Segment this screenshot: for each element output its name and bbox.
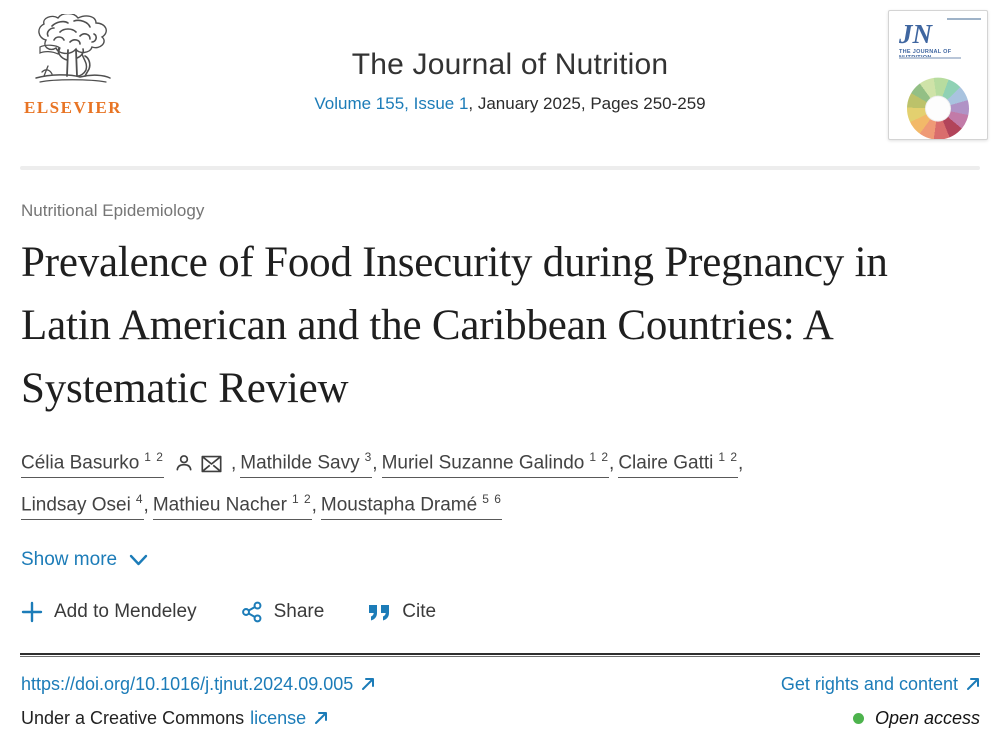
doi-rights-row: https://doi.org/10.1016/j.tjnut.2024.09.… (0, 674, 1000, 695)
get-rights-text: Get rights and content (780, 673, 958, 694)
envelope-icon[interactable] (201, 455, 222, 473)
cite-button[interactable]: Cite (368, 601, 436, 623)
first-author-contact-icons[interactable] (174, 449, 229, 487)
share-label: Share (273, 600, 325, 622)
plus-icon (21, 601, 43, 622)
author-link[interactable]: Lindsay Osei 4 (21, 492, 144, 521)
person-icon[interactable] (174, 453, 194, 473)
author-link[interactable]: Muriel Suzanne Galindo 1 2 (381, 450, 610, 479)
cover-issue-microtext (947, 18, 981, 20)
chevron-down-icon (129, 554, 148, 565)
header-divider (20, 166, 980, 170)
cover-tagline-microtext (899, 57, 961, 59)
elsevier-wordmark: ELSEVIER (24, 98, 122, 117)
journal-title[interactable]: The Journal of Nutrition (351, 48, 669, 81)
cite-label: Cite (402, 600, 437, 622)
author-link[interactable]: Célia Basurko 1 2 (21, 450, 164, 479)
author-separator: , (738, 452, 744, 474)
share-button[interactable]: Share (241, 600, 325, 623)
issue-line: Volume 155, Issue 1, January 2025, Pages… (132, 94, 888, 114)
license-line: Under a Creative Commons license (21, 708, 328, 729)
article-header: Nutritional Epidemiology Prevalence of F… (0, 170, 1000, 623)
doi-text: https://doi.org/10.1016/j.tjnut.2024.09.… (21, 673, 354, 694)
license-link[interactable]: license (250, 708, 328, 729)
issue-details: , January 2025, Pages 250-259 (468, 94, 706, 113)
show-more-label: Show more (21, 548, 118, 570)
journal-cover-thumbnail[interactable]: JN THE JOURNAL OF NUTRITION (888, 10, 988, 140)
author-link[interactable]: Mathilde Savy 3 (240, 450, 373, 479)
add-to-mendeley-button[interactable]: Add to Mendeley (21, 601, 197, 623)
share-icon (241, 601, 262, 622)
section-label: Nutritional Epidemiology (21, 201, 205, 220)
journal-heading: The Journal of Nutrition Volume 155, Iss… (132, 10, 888, 114)
show-more-button[interactable]: Show more (21, 549, 148, 571)
author-list: Célia Basurko 1 2, Mathilde Savy 3, Muriel S… (21, 445, 866, 525)
author-link[interactable]: Mathieu Nacher 1 2 (152, 492, 312, 521)
external-link-icon (315, 712, 328, 725)
elsevier-logo[interactable]: ELSEVIER (14, 14, 132, 118)
open-access-badge: Open access (852, 707, 980, 729)
external-link-icon (362, 678, 375, 691)
cover-jn-initials: JN (899, 19, 932, 49)
journal-banner: ELSEVIER The Journal of Nutrition Volume… (0, 0, 1000, 166)
author-separator: , (143, 494, 149, 516)
elsevier-tree-icon (35, 14, 111, 83)
volume-issue-link[interactable]: Volume 155, Issue 1 (314, 94, 469, 113)
author-link[interactable]: Moustapha Dramé 5 6 (320, 492, 502, 521)
license-access-row: Under a Creative Commons license Open ac… (0, 708, 1000, 729)
cover-journal-name: THE JOURNAL OF NUTRITION (899, 49, 952, 61)
doi-link[interactable]: https://doi.org/10.1016/j.tjnut.2024.09.… (21, 674, 375, 695)
action-toolbar: Add to Mendeley Share Cite (21, 601, 980, 623)
footer-divider (20, 652, 980, 657)
article-title: Prevalence of Food Insecurity during Pre… (21, 239, 888, 413)
external-link-icon (967, 678, 979, 691)
open-access-dot-icon (852, 712, 864, 724)
get-rights-link[interactable]: Get rights and content (781, 674, 980, 695)
author-separator: , (372, 452, 378, 474)
add-to-mendeley-label: Add to Mendeley (54, 600, 197, 622)
author-separator: , (230, 452, 237, 474)
cover-color-wheel-image (907, 77, 969, 139)
license-link-text: license (250, 707, 307, 728)
license-prefix: Under a Creative Commons (21, 707, 245, 728)
open-access-label: Open access (874, 707, 980, 728)
author-separator: , (311, 494, 317, 516)
author-separator: , (609, 452, 615, 474)
cite-quote-icon (369, 604, 390, 621)
author-link[interactable]: Claire Gatti 1 2 (618, 450, 739, 479)
